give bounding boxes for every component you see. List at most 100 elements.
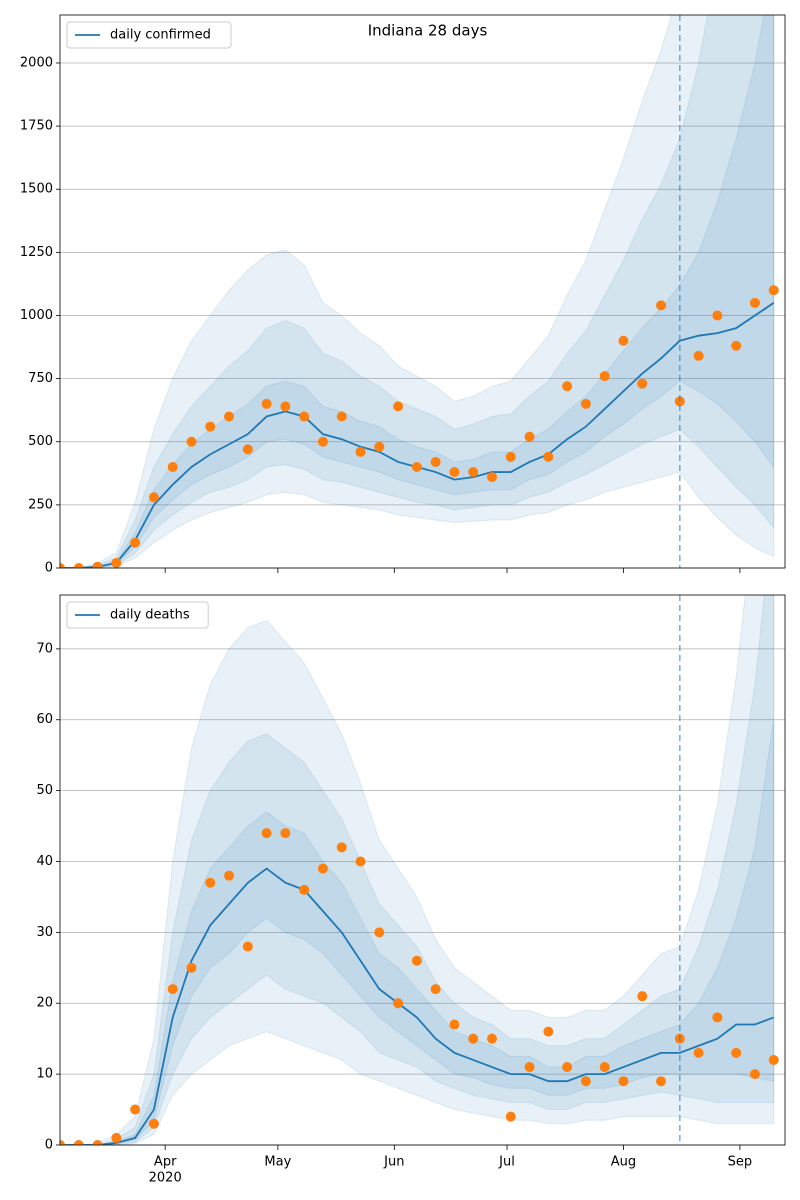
observed-point — [261, 398, 272, 409]
observed-point — [693, 1047, 704, 1058]
observed-point — [524, 431, 535, 442]
observed-point — [656, 300, 667, 311]
uncertainty-band — [60, 595, 775, 1145]
y-tick-label: 500 — [28, 434, 53, 449]
y-tick-label: 30 — [36, 925, 53, 940]
observed-point — [261, 828, 272, 839]
observed-point — [749, 1069, 760, 1080]
observed-point — [167, 461, 178, 472]
observed-point — [580, 1076, 591, 1087]
observed-point — [242, 941, 253, 952]
observed-point — [336, 411, 347, 422]
observed-point — [148, 1118, 159, 1129]
observed-point — [374, 441, 385, 452]
observed-point — [60, 1140, 65, 1145]
observed-point — [374, 927, 385, 938]
observed-point — [768, 1054, 779, 1065]
observed-point — [355, 856, 366, 867]
observed-point — [186, 962, 197, 973]
observed-point — [430, 456, 441, 467]
y-tick-label: 0 — [45, 561, 53, 576]
uncertainty-band — [60, 15, 775, 568]
observed-point — [411, 955, 422, 966]
x-tick-label: Apr — [154, 1155, 177, 1170]
plot-area — [60, 15, 779, 568]
observed-point — [336, 842, 347, 853]
observed-point — [393, 401, 404, 412]
observed-point — [505, 451, 516, 462]
observed-point — [656, 1076, 667, 1087]
observed-point — [299, 411, 310, 422]
x-tick-label: Jul — [498, 1155, 515, 1170]
observed-point — [449, 1019, 460, 1030]
observed-point — [486, 472, 497, 483]
observed-point — [674, 396, 685, 407]
series-line — [60, 867, 775, 1145]
y-tick-label: 1750 — [20, 119, 53, 134]
x-tick-label: Jun — [383, 1155, 404, 1170]
uncertainty-band — [60, 719, 775, 1145]
y-tick-label: 1250 — [20, 245, 53, 260]
observed-point — [317, 863, 328, 874]
observed-point — [618, 335, 629, 346]
y-tick-label: 70 — [36, 641, 53, 656]
observed-point — [355, 446, 366, 457]
y-tick-label: 10 — [36, 1067, 53, 1082]
observed-point — [731, 340, 742, 351]
observed-point — [618, 1076, 629, 1087]
uncertainty-band — [60, 15, 775, 568]
observed-point — [543, 1026, 554, 1037]
observed-point — [768, 285, 779, 296]
observed-point — [317, 436, 328, 447]
y-tick-label: 1500 — [20, 182, 53, 197]
observed-point — [430, 984, 441, 995]
observed-point — [749, 297, 760, 308]
observed-point — [411, 461, 422, 472]
observed-point — [205, 877, 216, 888]
observed-point — [393, 998, 404, 1009]
observed-point — [693, 350, 704, 361]
observed-point — [637, 378, 648, 389]
y-tick-label: 2000 — [20, 55, 53, 70]
observed-point — [486, 1033, 497, 1044]
observed-point — [280, 828, 291, 839]
axes-frame — [59, 594, 786, 1146]
observed-point — [186, 436, 197, 447]
x-offset-label: 2020 — [149, 1171, 182, 1186]
observed-point — [242, 444, 253, 455]
legend-label: daily confirmed — [110, 28, 211, 43]
observed-point — [731, 1047, 742, 1058]
x-tick-label: Aug — [611, 1155, 636, 1170]
observed-point — [224, 411, 235, 422]
observed-point — [224, 870, 235, 881]
observed-point — [468, 467, 479, 478]
plot-area — [60, 595, 779, 1145]
y-tick-label: 750 — [28, 371, 53, 386]
uncertainty-band — [60, 595, 775, 1145]
observed-point — [73, 563, 84, 568]
observed-point — [562, 1062, 573, 1073]
observed-point — [599, 1062, 610, 1073]
y-tick-label: 50 — [36, 783, 53, 798]
y-tick-label: 1000 — [20, 308, 53, 323]
observed-point — [60, 563, 65, 568]
observed-point — [562, 381, 573, 392]
observed-point — [712, 310, 723, 321]
observed-point — [280, 401, 291, 412]
observed-point — [637, 991, 648, 1002]
y-tick-label: 40 — [36, 854, 53, 869]
observed-point — [543, 451, 554, 462]
y-tick-label: 20 — [36, 996, 53, 1011]
observed-point — [167, 984, 178, 995]
observed-point — [92, 561, 103, 568]
observed-point — [111, 557, 122, 568]
observed-point — [449, 467, 460, 478]
uncertainty-band — [60, 15, 775, 568]
axes-frame — [59, 14, 786, 569]
observed-point — [599, 371, 610, 382]
observed-point — [468, 1033, 479, 1044]
observed-point — [130, 537, 141, 548]
x-tick-label: May — [264, 1155, 291, 1170]
legend-box — [66, 601, 209, 629]
